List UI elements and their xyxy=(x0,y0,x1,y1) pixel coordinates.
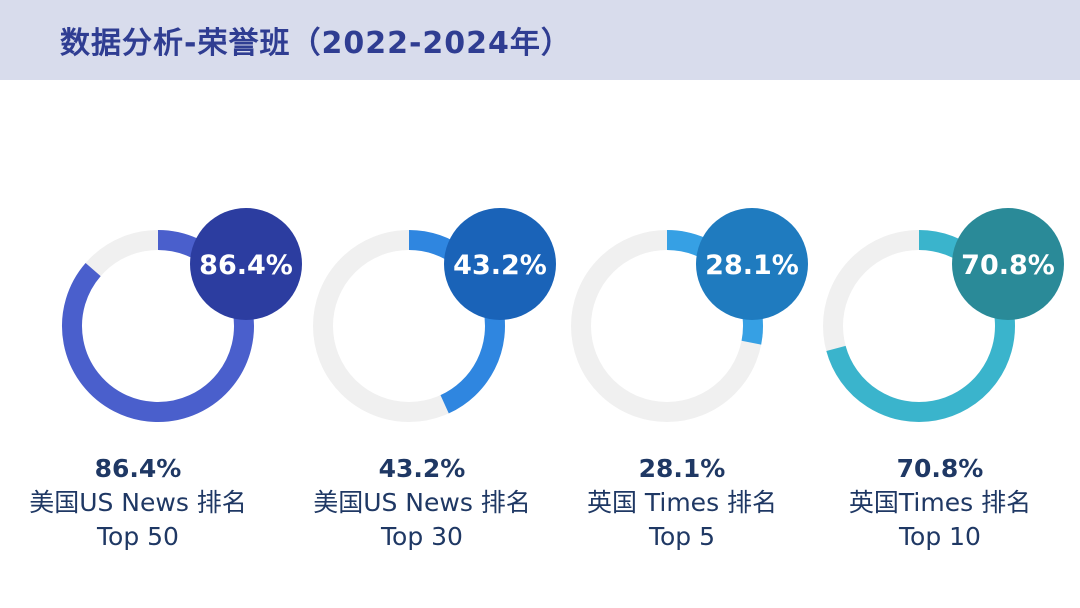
bubble-value-label: 43.2% xyxy=(453,250,547,281)
caption-line2: Top 50 xyxy=(97,522,179,551)
caption-line1: 美国US News 排名 xyxy=(313,488,531,517)
caption-value: 43.2% xyxy=(378,454,466,483)
bubble-value-label: 70.8% xyxy=(961,250,1055,281)
ring-caption: 70.8% 英国Times 排名 Top 10 xyxy=(800,452,1080,554)
bubble-value-label: 28.1% xyxy=(705,250,799,281)
value-bubble xyxy=(696,208,808,320)
caption-line2: Top 30 xyxy=(381,522,463,551)
caption-line1: 英国 Times 排名 xyxy=(586,488,778,517)
ring-caption: 43.2% 美国US News 排名 Top 30 xyxy=(282,452,562,554)
value-bubble xyxy=(190,208,302,320)
ring-caption: 86.4% 美国US News 排名 Top 50 xyxy=(0,452,278,554)
bubble-value-label: 86.4% xyxy=(199,250,293,281)
caption-line1: 英国Times 排名 xyxy=(848,488,1032,517)
caption-line1: 美国US News 排名 xyxy=(29,488,247,517)
ring-caption: 28.1% 英国 Times 排名 Top 5 xyxy=(542,452,822,554)
page-title: 数据分析-荣誉班（2022-2024年） xyxy=(60,26,572,61)
caption-value: 86.4% xyxy=(94,454,182,483)
caption-line2: Top 5 xyxy=(648,522,716,551)
caption-line2: Top 10 xyxy=(899,522,981,551)
value-bubble xyxy=(444,208,556,320)
caption-value: 70.8% xyxy=(896,454,984,483)
caption-value: 28.1% xyxy=(638,454,726,483)
header-band: 数据分析-荣誉班（2022-2024年） xyxy=(0,0,1080,80)
value-bubble xyxy=(952,208,1064,320)
